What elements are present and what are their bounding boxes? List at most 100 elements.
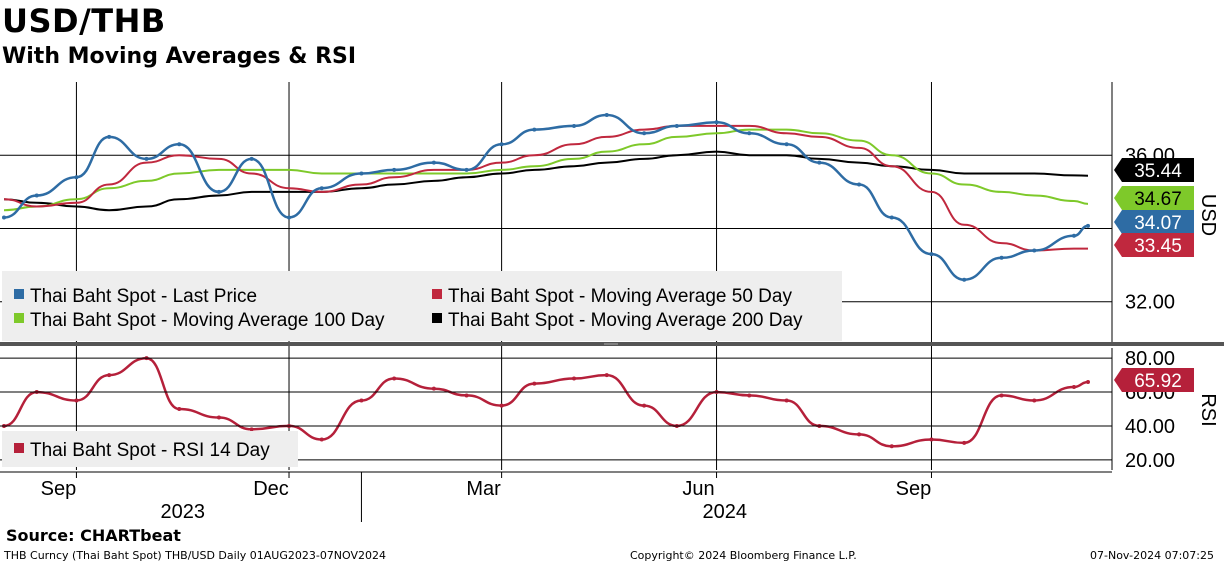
tag-label-ma200: 35.44: [1134, 161, 1182, 182]
price-legend-box: [2, 271, 842, 341]
rsi-point: [857, 432, 862, 437]
rsi-point: [1032, 398, 1037, 403]
tag-price: [1114, 210, 1194, 234]
legend-ma50: Thai Baht Spot - Moving Average 50 Day: [448, 286, 792, 307]
timestamp: 07-Nov-2024 07:07:25: [1090, 549, 1215, 562]
rsi-point: [784, 398, 789, 403]
tag-label-rsi: 65.92: [1134, 371, 1182, 392]
rsi-point: [642, 403, 647, 408]
price-point: [392, 167, 397, 172]
source-note: Source: CHARTbeat: [6, 526, 181, 545]
year-label-2023: 2023: [160, 501, 205, 523]
tag-label-price: 34.07: [1134, 213, 1182, 234]
price-legend: Thai Baht Spot - Last Price Thai Baht Sp…: [2, 271, 842, 341]
rsi-point: [216, 415, 221, 420]
x-axis: Sep Dec Mar Jun Sep 2023 2024: [0, 471, 1112, 523]
ma100-line: [3, 128, 1089, 212]
x-tick-label-0: Sep: [41, 478, 77, 500]
tag-ma50: [1114, 233, 1194, 257]
tag-label-ma50: 33.45: [1134, 236, 1182, 257]
price-point: [431, 160, 436, 165]
legend-swatch-price: [14, 289, 24, 299]
rsi-point: [177, 407, 182, 411]
legend-swatch-ma100: [14, 313, 24, 323]
price-point: [642, 131, 647, 136]
price-point: [177, 142, 182, 147]
chart-subtitle: With Moving Averages & RSI: [2, 44, 357, 69]
price-line: [3, 113, 1089, 281]
legend-ma100: Thai Baht Spot - Moving Average 100 Day: [30, 310, 385, 331]
price-point: [1086, 223, 1090, 228]
rsi-point: [431, 386, 436, 391]
price-point: [714, 120, 719, 125]
rsi-point: [889, 444, 894, 449]
rsi-point: [464, 393, 469, 398]
price-point: [2, 215, 6, 220]
price-point: [784, 142, 789, 147]
price-series-group: [2, 112, 1090, 282]
rsi-point: [747, 393, 752, 398]
copyright-note: Copyright© 2024 Bloomberg Finance L.P.: [630, 549, 857, 562]
rsi-point: [962, 440, 967, 445]
price-point: [287, 215, 292, 220]
tag-label-ma100: 34.67: [1134, 189, 1182, 210]
rsi-point: [1086, 380, 1090, 385]
rsi-point: [319, 437, 324, 442]
legend-swatch-ma50: [432, 289, 442, 299]
rsi-point: [359, 398, 364, 403]
rsi-series-group: [2, 356, 1090, 449]
price-point: [359, 171, 364, 176]
rsi-point: [392, 376, 397, 381]
rsi-point: [604, 373, 609, 378]
price-point: [1071, 233, 1076, 238]
tag-rsi: [1114, 368, 1194, 392]
price-point: [532, 127, 537, 132]
legend-rsi: Thai Baht Spot - RSI 14 Day: [30, 440, 270, 461]
year-label-2024: 2024: [702, 501, 747, 523]
rsi-point: [249, 427, 254, 432]
rsi-tick-label-2: 40.00: [1125, 416, 1175, 438]
price-point: [889, 215, 894, 220]
rsi-point: [499, 403, 504, 408]
rsi-value-tags: 65.92: [1114, 368, 1194, 392]
price-point: [74, 175, 79, 180]
price-point: [499, 142, 504, 147]
price-point: [674, 123, 679, 128]
legend-ma200: Thai Baht Spot - Moving Average 200 Day: [448, 310, 803, 331]
rsi-legend: Thai Baht Spot - RSI 14 Day: [2, 431, 298, 467]
tag-ma100: [1114, 186, 1194, 210]
price-point: [604, 112, 609, 117]
rsi-point: [74, 398, 79, 403]
rsi-axis-label: RSI: [1197, 393, 1219, 426]
price-axis-label: USD: [1197, 194, 1219, 236]
x-tick-label-4: Sep: [896, 478, 932, 500]
legend-price: Thai Baht Spot - Last Price: [30, 286, 257, 307]
chart-title: USD/THB: [2, 2, 166, 40]
price-point: [857, 182, 862, 187]
price-point: [249, 156, 254, 161]
price-point: [216, 189, 221, 194]
price-point: [817, 160, 822, 165]
price-point: [1032, 248, 1037, 253]
rsi-tick-label-0: 80.00: [1125, 348, 1175, 370]
price-point: [747, 131, 752, 136]
ticker-info: THB Curncy (Thai Baht Spot) THB/USD Dail…: [4, 549, 387, 562]
rsi-point: [999, 393, 1004, 398]
price-point: [319, 186, 324, 191]
price-point: [962, 277, 967, 282]
price-point: [464, 167, 469, 172]
x-tick-label-2: Mar: [466, 478, 501, 500]
x-tick-label-1: Dec: [253, 478, 289, 500]
rsi-point: [572, 376, 577, 381]
rsi-tick-label-3: 20.00: [1125, 450, 1175, 472]
x-tick-label-3: Jun: [682, 478, 714, 500]
ma200-line: [3, 150, 1089, 212]
rsi-point: [107, 373, 112, 378]
ma50-line: [3, 124, 1088, 252]
rsi-point: [929, 437, 934, 442]
rsi-point: [532, 381, 537, 386]
